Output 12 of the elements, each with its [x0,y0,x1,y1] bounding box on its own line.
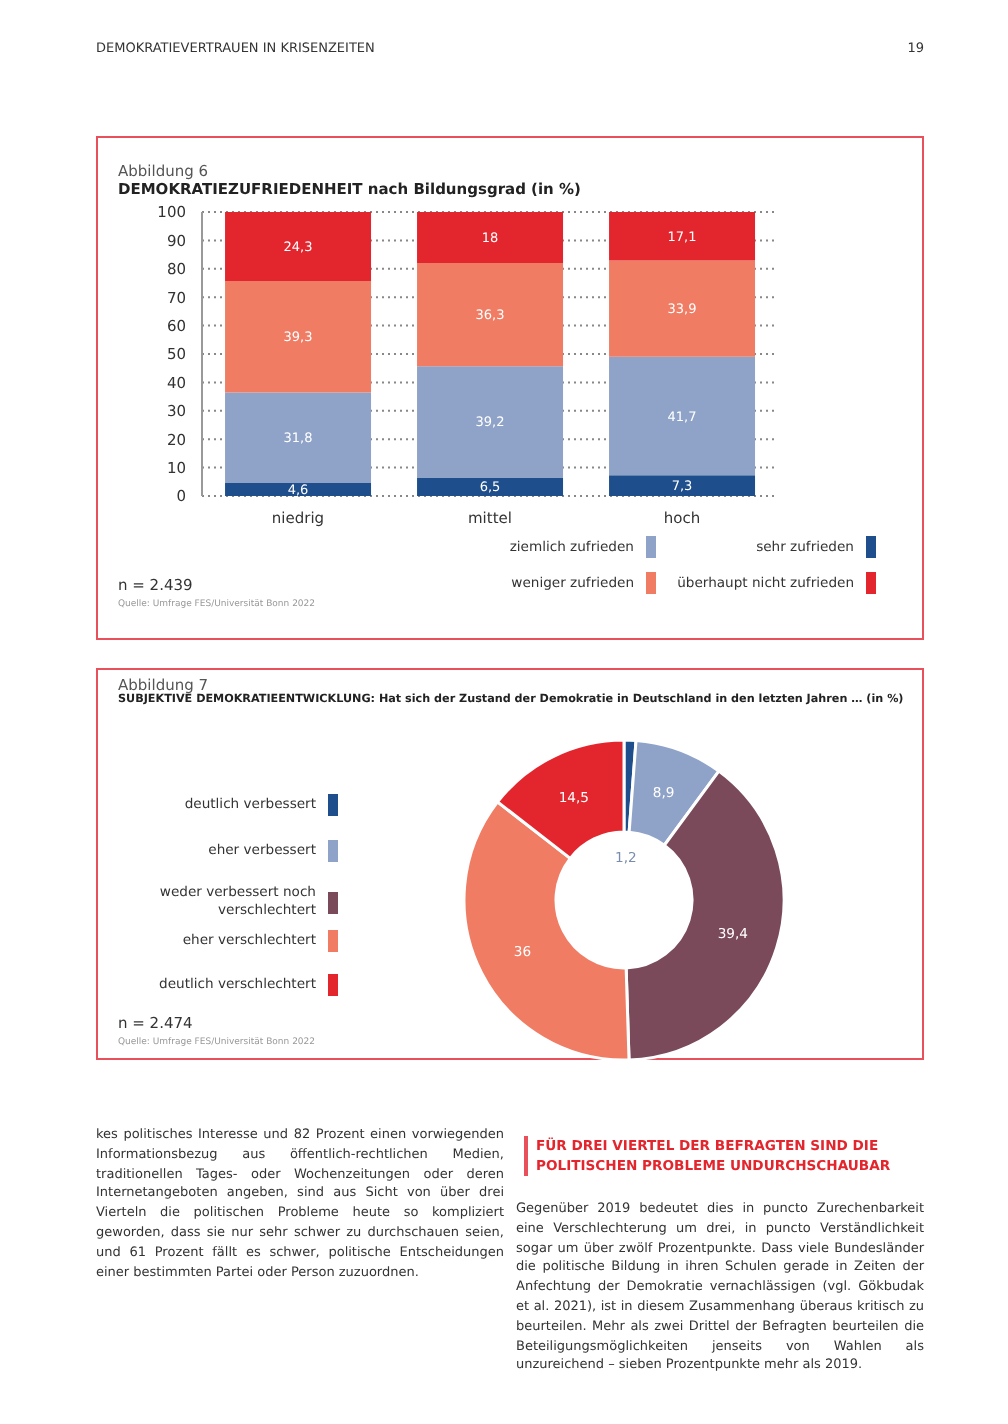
bar [225,482,372,496]
bar [609,260,756,357]
bar [417,477,564,496]
bar [417,263,564,367]
bar [609,356,756,476]
bar [225,392,372,483]
bar [225,212,372,282]
bar [609,475,756,496]
bar [225,281,372,393]
bar [609,212,756,261]
bar [417,212,564,264]
bar [417,366,564,478]
